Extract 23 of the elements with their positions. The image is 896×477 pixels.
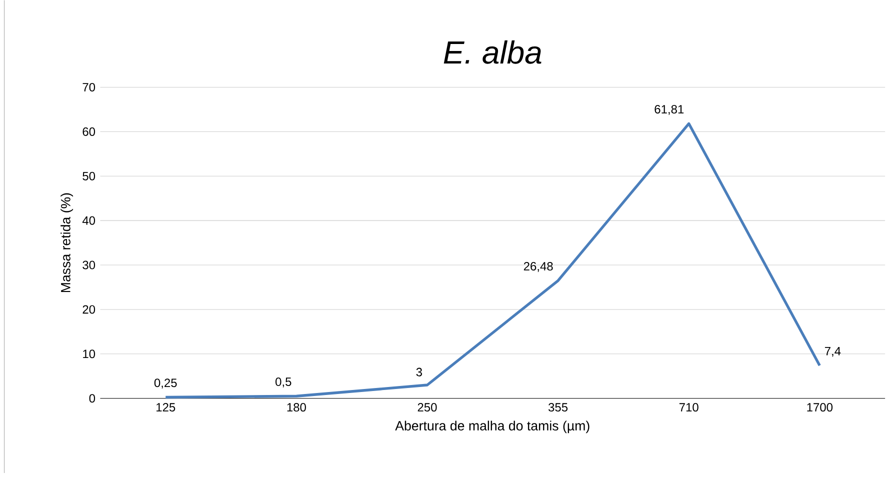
y-tick-label: 10 — [83, 350, 96, 358]
y-tick-label: 0 — [89, 394, 96, 402]
y-axis-title: Massa retida (%) — [60, 193, 74, 292]
y-tick-label: 60 — [82, 127, 96, 136]
data-label: 0,25 — [154, 378, 177, 388]
data-label: 26,48 — [524, 262, 553, 272]
chart-title: E. alba — [444, 40, 542, 64]
y-tick-label: 70 — [82, 82, 96, 92]
y-tick-label: 50 — [82, 172, 96, 180]
x-axis-title: Abertura de malha do tamis (µm) — [395, 420, 590, 433]
data-label: 0,5 — [276, 377, 292, 388]
x-tick-label: 710 — [679, 402, 698, 412]
y-tick-label: 40 — [82, 216, 96, 225]
x-tick-label: 355 — [548, 402, 568, 412]
data-label: 61,81 — [654, 104, 684, 115]
y-tick-label: 20 — [82, 305, 96, 314]
data-label: 7,4 — [824, 346, 841, 357]
x-tick-label: 1700 — [807, 402, 833, 412]
y-tick-label: 30 — [82, 260, 96, 270]
data-label: 3 — [416, 368, 422, 376]
x-tick-label: 125 — [156, 402, 176, 412]
x-tick-label: 180 — [287, 402, 306, 412]
x-tick-label: 250 — [418, 402, 437, 412]
